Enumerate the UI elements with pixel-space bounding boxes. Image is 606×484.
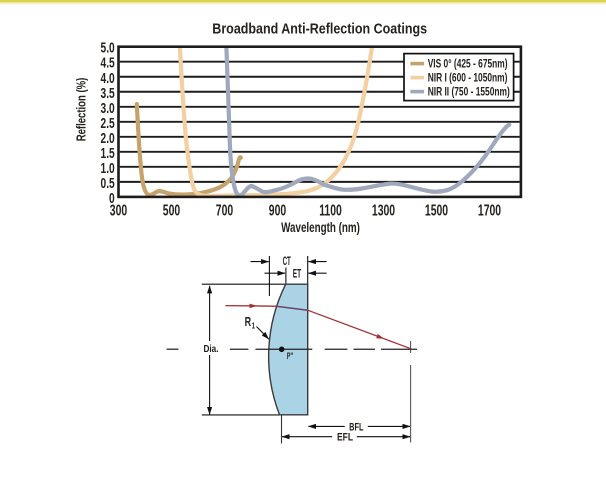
svg-text:4.0: 4.0: [101, 69, 115, 87]
svg-text:Dia.: Dia.: [203, 343, 218, 354]
svg-text:2.0: 2.0: [101, 129, 115, 147]
svg-text:1500: 1500: [425, 201, 448, 219]
svg-text:300: 300: [110, 201, 127, 219]
svg-text:1300: 1300: [372, 201, 395, 219]
svg-text:5.0: 5.0: [101, 39, 115, 57]
svg-text:4.5: 4.5: [101, 54, 115, 72]
svg-text:900: 900: [269, 201, 286, 219]
svg-text:Reflection (%): Reflection (%): [75, 78, 89, 142]
svg-text:1700: 1700: [478, 201, 501, 219]
svg-text:1.0: 1.0: [101, 159, 115, 177]
svg-text:1.5: 1.5: [101, 144, 115, 162]
svg-text:NIR I (600 - 1050nm): NIR I (600 - 1050nm): [428, 72, 508, 85]
svg-text:1: 1: [252, 320, 255, 330]
svg-text:3.5: 3.5: [101, 84, 115, 102]
svg-text:P": P": [287, 350, 293, 361]
svg-text:Wavelength (nm): Wavelength (nm): [281, 219, 360, 235]
svg-text:Broadband Anti-Reflection Coat: Broadband Anti-Reflection Coatings: [212, 19, 427, 36]
svg-text:EFL: EFL: [337, 431, 353, 443]
svg-text:0.5: 0.5: [101, 174, 115, 192]
svg-text:700: 700: [216, 201, 233, 219]
svg-text:2.5: 2.5: [101, 114, 115, 132]
svg-text:0: 0: [109, 189, 115, 207]
svg-text:1100: 1100: [319, 201, 342, 219]
svg-text:CT: CT: [283, 255, 291, 269]
svg-text:3.0: 3.0: [101, 99, 115, 117]
svg-text:NIR II (750 - 1550nm): NIR II (750 - 1550nm): [428, 86, 510, 99]
svg-text:BFL: BFL: [349, 421, 364, 434]
svg-text:500: 500: [163, 201, 180, 219]
svg-text:VIS 0° (425 - 675nm): VIS 0° (425 - 675nm): [428, 58, 508, 71]
svg-text:R: R: [245, 316, 251, 330]
svg-text:ET: ET: [293, 268, 301, 282]
